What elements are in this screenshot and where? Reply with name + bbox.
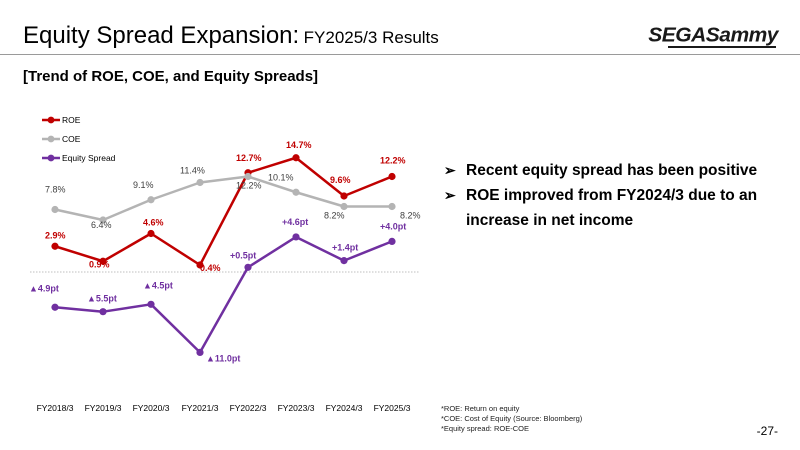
x-tick-label: FY2021/3 xyxy=(182,403,219,413)
series-line-roe xyxy=(54,156,393,267)
footnote: *COE: Cost of Equity (Source: Bloomberg) xyxy=(441,414,583,423)
data-point xyxy=(340,257,348,265)
data-label: 2.9% xyxy=(45,230,66,240)
data-point xyxy=(244,172,252,181)
legend-swatch-marker xyxy=(47,154,55,162)
data-label: 14.7% xyxy=(286,140,312,150)
data-label: 6.4% xyxy=(91,220,112,230)
page-title-sub: FY2025/3 Results xyxy=(303,28,439,47)
series-line-coe xyxy=(54,175,392,222)
data-point xyxy=(244,263,252,271)
data-label: ▲4.9pt xyxy=(29,283,59,293)
x-tick-label: FY2025/3 xyxy=(374,403,411,413)
x-tick-label: FY2020/3 xyxy=(133,403,170,413)
data-label: 0.9% xyxy=(89,259,110,269)
section-subtitle: [Trend of ROE, COE, and Equity Spreads] xyxy=(23,68,319,85)
footnotes: *ROE: Return on equity *COE: Cost of Equ… xyxy=(441,404,582,434)
data-label: 9.1% xyxy=(133,180,154,190)
header-divider xyxy=(0,54,800,55)
data-label: ▲4.5pt xyxy=(143,280,173,290)
data-point xyxy=(340,202,348,211)
data-point xyxy=(51,242,59,250)
legend-entry: ROE xyxy=(62,115,81,125)
page-title: Equity Spread Expansion: FY2025/3 Result… xyxy=(23,22,439,50)
data-point xyxy=(292,233,300,241)
data-point xyxy=(196,261,204,269)
x-tick-label: FY2022/3 xyxy=(230,403,267,413)
data-point xyxy=(147,300,155,308)
data-point xyxy=(51,205,59,214)
data-label: 12.2% xyxy=(236,181,262,191)
footnote: *Equity spread: ROE-COE xyxy=(441,424,529,433)
bullet-list: ➢ Recent equity spread has been positive … xyxy=(444,158,800,233)
data-label: 9.6% xyxy=(330,175,351,185)
data-point xyxy=(388,172,396,181)
data-point xyxy=(340,192,348,200)
data-label: 10.1% xyxy=(268,172,294,182)
data-point xyxy=(99,257,107,265)
x-tick-label: FY2023/3 xyxy=(278,403,315,413)
x-tick-label: FY2018/3 xyxy=(37,403,74,413)
data-label: 12.7% xyxy=(236,153,262,163)
data-label: ▲5.5pt xyxy=(87,294,117,304)
bullet-text: Recent equity spread has been positive xyxy=(466,162,758,179)
arrow-bullet-icon: ➢ xyxy=(444,187,456,203)
page-number: -27- xyxy=(756,424,778,438)
data-label: +0.5pt xyxy=(230,250,256,260)
data-label: +1.4pt xyxy=(332,243,358,253)
data-label: 8.2% xyxy=(324,211,345,221)
data-point xyxy=(147,229,155,238)
data-point xyxy=(147,196,155,204)
data-label: 11.4% xyxy=(180,166,205,176)
data-point xyxy=(388,237,396,245)
arrow-bullet-icon: ➢ xyxy=(444,162,456,178)
bullet-text: ROE improved from FY2024/3 due to an inc… xyxy=(466,187,758,229)
data-label: +4.0pt xyxy=(380,221,406,231)
data-point xyxy=(99,216,107,224)
legend-swatch-marker xyxy=(47,116,55,124)
legend-entry: Equity Spread xyxy=(62,153,116,163)
data-point xyxy=(292,154,300,162)
series-line-equity-spread xyxy=(54,235,393,354)
data-point xyxy=(292,188,300,196)
x-tick-label: FY2024/3 xyxy=(326,403,363,413)
legend-entry: COE xyxy=(62,134,81,144)
page-title-main: Equity Spread Expansion: xyxy=(23,22,300,49)
data-label: 4.6% xyxy=(143,218,164,228)
bullet-item: ➢ ROE improved from FY2024/3 due to an in… xyxy=(444,183,800,233)
data-label: ▲11.0pt xyxy=(206,353,240,363)
data-point xyxy=(388,202,396,211)
data-label: 12.2% xyxy=(380,156,406,166)
logo-underline xyxy=(668,46,776,48)
company-logo: SEGASammy xyxy=(648,24,778,47)
data-label: 0.4% xyxy=(200,263,221,273)
data-label: 7.8% xyxy=(45,185,66,195)
data-label: 8.2% xyxy=(400,211,421,221)
footnote: *ROE: Return on equity xyxy=(441,404,520,413)
legend-swatch-marker xyxy=(47,135,55,143)
data-point xyxy=(196,178,204,187)
data-label: +4.6pt xyxy=(282,217,308,227)
data-point xyxy=(51,303,59,311)
data-point xyxy=(196,348,204,356)
x-tick-label: FY2019/3 xyxy=(85,403,122,413)
data-point xyxy=(99,308,107,316)
bullet-item: ➢ Recent equity spread has been positive xyxy=(444,158,800,183)
